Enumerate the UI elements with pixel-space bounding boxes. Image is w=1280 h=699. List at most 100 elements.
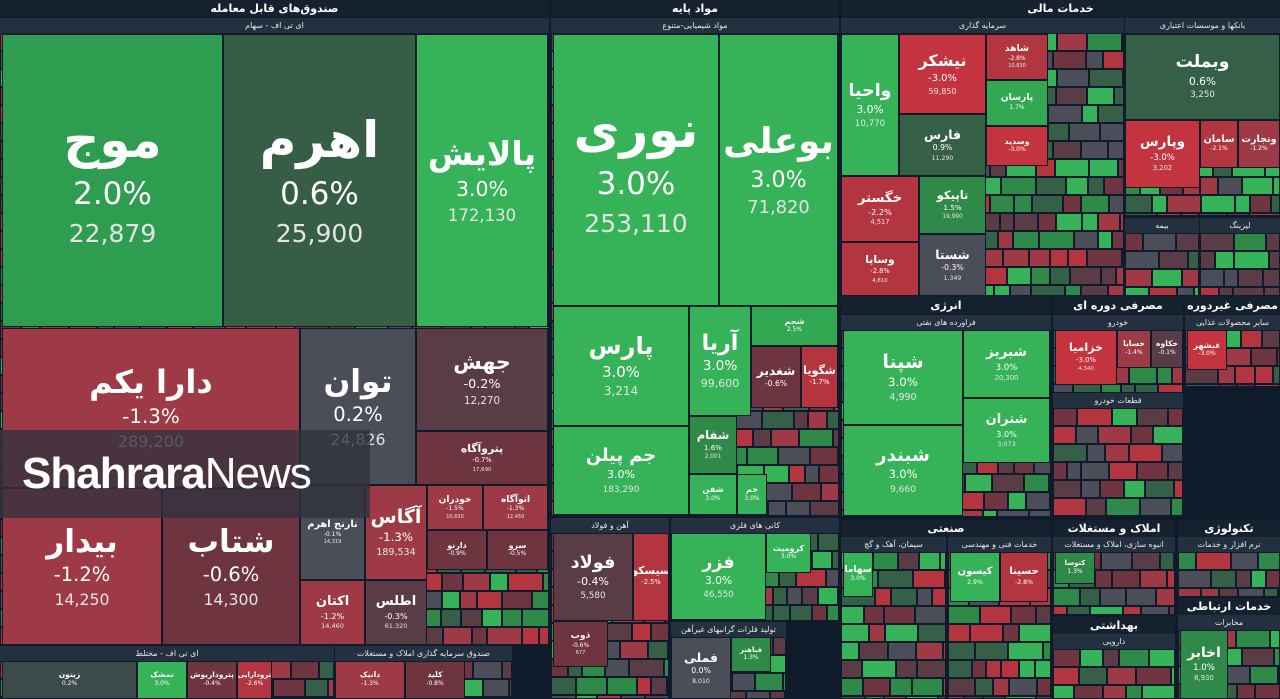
stock-volume: 25,900 [275,219,364,249]
stock-tile: شپنا 3.0% 4,990 [843,330,963,425]
stock-volume: 14,250 [54,590,110,610]
small-tile [778,447,810,465]
stock-volume: 8,930 [1194,674,1214,683]
stock-tile: فولاد -0.4% 5,580 [553,533,633,621]
stock-name: کتوسا [1064,559,1086,568]
stock-change: -1.3% [506,505,525,513]
small-tile [1069,123,1100,141]
stock-name: بوعلی [723,121,834,163]
stock-change: 3.0% [704,574,733,588]
small-tile [1053,141,1081,159]
small-tile [826,569,839,587]
small-tile [1152,516,1178,517]
stock-name: شگویا [803,364,836,378]
small-tile [1105,444,1129,462]
stock-tile: شبندر 3.0% 9,660 [843,425,963,516]
group: قطعات خودرو [1053,393,1183,517]
small-tile [1274,648,1280,666]
small-tile [517,645,539,646]
stock-tile: شغدیر -0.6% [751,346,801,408]
small-tile [1024,474,1049,492]
small-tile [502,591,532,609]
small-tile [1111,516,1125,517]
group-title: فراورده های نفتی [841,315,1051,330]
stock-volume: 10,630 [446,513,464,520]
small-tile [802,587,818,605]
group-title: مخابرات [1178,615,1280,630]
small-tile [1032,195,1063,213]
small-tile [1270,630,1280,648]
small-tile [948,624,970,642]
small-tile [620,641,648,659]
stock-tile: خودران -1.5% 10,630 [427,485,483,530]
small-tile [1103,649,1119,667]
small-tile [1053,516,1088,517]
small-tile [645,695,669,699]
stock-tile: اخابر 1.0% 8,930 [1180,630,1228,699]
small-tile [1258,552,1280,570]
small-tile [878,570,913,588]
small-tile [1255,366,1273,384]
small-tile [1081,195,1109,213]
small-tile [1125,287,1149,296]
small-tile [912,678,943,696]
stock-volume: 14,460 [321,621,344,630]
small-tile [838,447,839,465]
small-tile [1100,480,1124,498]
section-title: مصرفی دوره ای [1053,297,1183,314]
stock-change: 1.5% [943,203,962,213]
stock-tile: اکتان -1.2% 14,460 [300,580,365,645]
stock-change: 2.0% [73,176,152,213]
small-tile [948,660,972,678]
small-tile [1242,648,1274,666]
stock-name: کیسون [957,566,993,578]
stock-name: زیتون [58,670,81,680]
stock-name: تاپیکو [936,188,969,203]
small-tile [1178,570,1211,588]
small-tile [1168,462,1183,480]
small-tile [1003,624,1019,642]
stock-tile: اتوآگاه -1.3% 12,450 [483,485,548,530]
small-tile [621,695,645,699]
small-tile [1131,426,1153,444]
stock-name: نوری [573,100,699,159]
stock-name: شفن [702,484,724,495]
small-tile [1101,384,1121,393]
stock-change: -2.1% [1210,145,1228,153]
small-tile [651,677,667,695]
small-tile [1238,269,1263,287]
group-title: صندوق سرمایه گذاری املاک و مستغلات [335,646,512,661]
stock-name: نارنج اهرم [307,519,358,531]
stock-tile: سهاما 3.0% [843,552,873,597]
stock-change: 3.0% [750,166,807,193]
small-tile [917,588,932,606]
small-tile [787,587,802,605]
small-tile [1009,678,1037,696]
group-title: کانی های فلزی [671,518,839,533]
stock-change: 3.0% [602,363,640,382]
small-tile [632,623,651,641]
small-tile [1001,660,1019,678]
small-tile [1233,287,1264,296]
stock-name: فزر [702,552,735,573]
small-tile [1112,570,1140,588]
small-tile [1098,105,1124,123]
small-tile [1019,660,1035,678]
group-title: ای تی اف - مختلط [0,646,334,661]
stock-change: 3.0% [596,165,676,202]
stock-change: 0.6% [280,176,359,213]
stock-tile: وساپا -2.8% 4,810 [841,242,919,296]
group: بیمه [1125,218,1199,296]
stock-tile: اهرم 0.6% 25,900 [223,34,416,327]
stock-tile: فزر 3.0% 46,550 [671,533,766,620]
small-tile [863,678,890,696]
stock-tile: زیتون 0.2% [2,661,137,699]
small-tile [948,642,975,660]
stock-name: جهش [453,350,511,375]
stock-name: اطلس [375,593,417,609]
small-tile [551,695,576,699]
stock-tile: پارسان 1.7% [986,80,1048,126]
small-tile [597,695,621,699]
stock-name: حسینا [1009,566,1039,578]
stock-tile: غبشهر -3.0% [1187,330,1227,370]
